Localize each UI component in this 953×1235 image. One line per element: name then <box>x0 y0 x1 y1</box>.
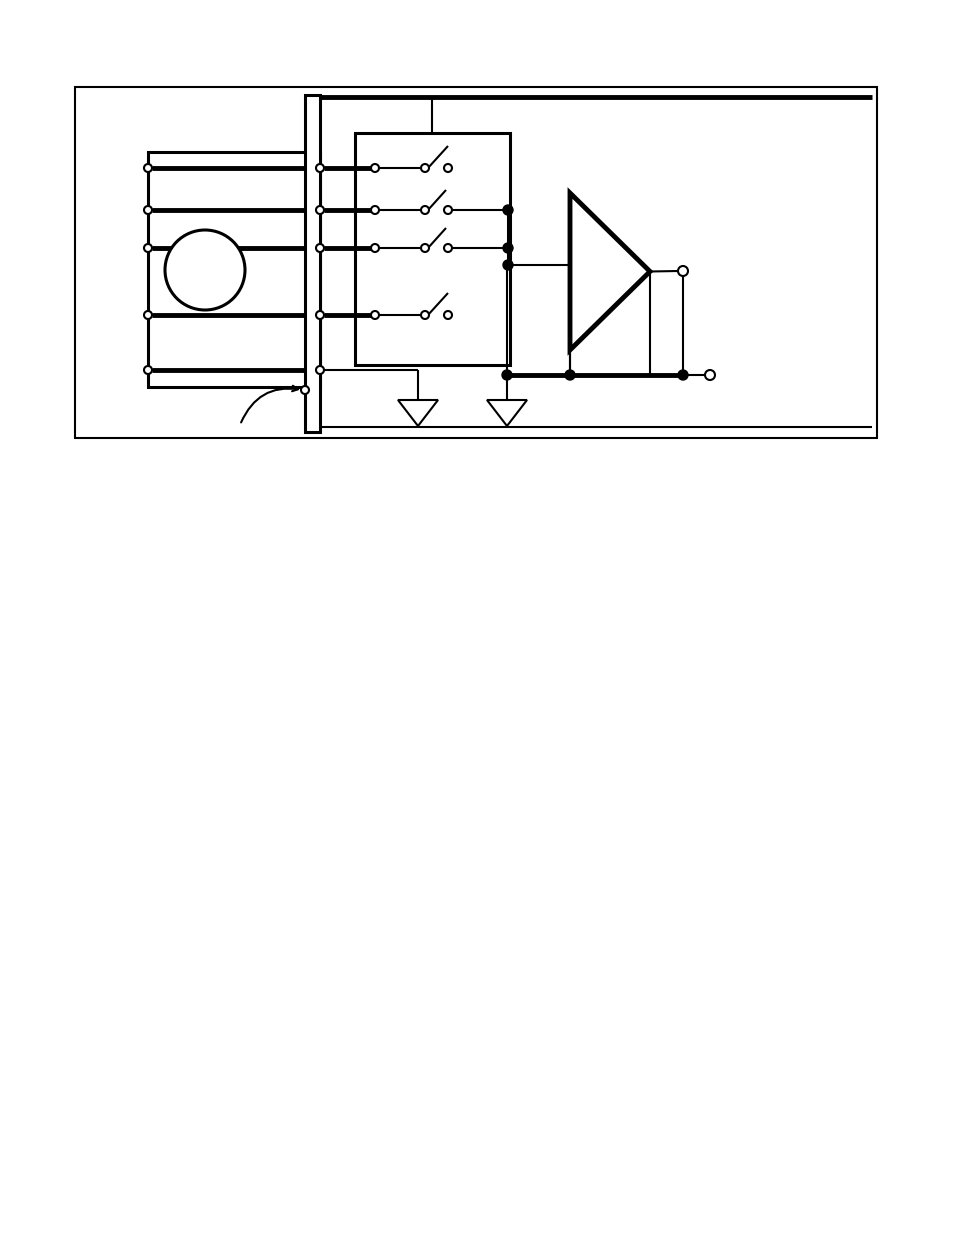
Circle shape <box>144 164 152 172</box>
Circle shape <box>501 370 512 380</box>
Circle shape <box>165 230 245 310</box>
Circle shape <box>443 164 452 172</box>
Circle shape <box>564 370 575 380</box>
Circle shape <box>144 206 152 214</box>
Circle shape <box>315 311 324 319</box>
Bar <box>305 95 319 432</box>
Polygon shape <box>569 193 649 350</box>
Circle shape <box>371 164 378 172</box>
Polygon shape <box>397 400 437 426</box>
Circle shape <box>502 261 513 270</box>
Circle shape <box>502 205 513 215</box>
Circle shape <box>315 245 324 252</box>
Circle shape <box>502 243 513 253</box>
Circle shape <box>420 311 429 319</box>
Circle shape <box>144 245 152 252</box>
Circle shape <box>704 370 714 380</box>
Circle shape <box>315 366 324 374</box>
Circle shape <box>144 366 152 374</box>
Circle shape <box>443 311 452 319</box>
Circle shape <box>678 370 687 380</box>
Bar <box>355 133 510 366</box>
Circle shape <box>301 387 309 394</box>
Bar <box>148 152 319 387</box>
Circle shape <box>420 245 429 252</box>
Circle shape <box>371 206 378 214</box>
Circle shape <box>420 164 429 172</box>
Bar <box>75 86 876 438</box>
Circle shape <box>443 245 452 252</box>
Circle shape <box>678 266 687 275</box>
Circle shape <box>420 206 429 214</box>
Circle shape <box>371 245 378 252</box>
Circle shape <box>315 206 324 214</box>
Polygon shape <box>486 400 526 426</box>
Circle shape <box>315 164 324 172</box>
Circle shape <box>144 311 152 319</box>
Circle shape <box>371 311 378 319</box>
Circle shape <box>443 206 452 214</box>
